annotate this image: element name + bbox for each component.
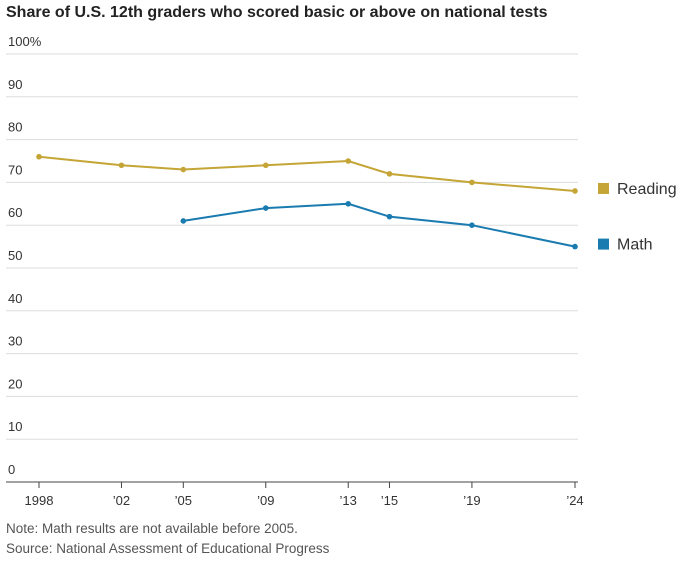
data-point (118, 162, 125, 169)
x-tick-label: ’19 (463, 493, 480, 508)
data-point (345, 201, 352, 207)
x-tick-label: ’24 (566, 493, 583, 508)
data-point (180, 166, 187, 173)
x-tick-label: ’09 (257, 493, 274, 508)
y-tick-label: 100% (8, 34, 42, 49)
y-tick-label: 60 (8, 205, 22, 220)
data-point (386, 171, 393, 177)
y-tick-label: 40 (8, 291, 22, 306)
legend-swatch (598, 182, 609, 194)
x-tick-label: ’05 (175, 493, 192, 508)
data-point (345, 158, 352, 164)
series-line (183, 202, 576, 248)
x-tick-label: ’02 (113, 493, 130, 508)
data-point (386, 213, 393, 220)
legend-swatch (598, 238, 609, 250)
note: Note: Math results are not available bef… (6, 521, 298, 536)
x-tick-label: ’13 (340, 493, 357, 508)
y-tick-label: 70 (8, 162, 22, 177)
x-tick-label: ’15 (381, 493, 398, 508)
data-point (36, 153, 42, 160)
source: Source: National Assessment of Education… (6, 541, 330, 556)
y-tick-label: 20 (8, 376, 22, 391)
chart-title: Share of U.S. 12th graders who scored ba… (6, 4, 548, 21)
y-tick-label: 50 (8, 248, 22, 263)
y-tick-label: 90 (8, 77, 22, 92)
legend-label: Reading (617, 181, 677, 198)
series-line (38, 155, 576, 192)
data-point (180, 218, 187, 224)
y-tick-label: 10 (8, 419, 22, 434)
data-point (262, 205, 269, 211)
legend-label: Math (617, 237, 653, 254)
y-tick-label: 30 (8, 334, 22, 349)
data-point (469, 222, 475, 228)
data-point (262, 162, 269, 169)
y-tick-label: 0 (8, 462, 15, 477)
data-point (469, 179, 475, 186)
data-point (572, 188, 578, 194)
y-tick-label: 80 (8, 120, 22, 135)
data-point (572, 243, 578, 250)
x-tick-label: 1998 (25, 493, 54, 508)
